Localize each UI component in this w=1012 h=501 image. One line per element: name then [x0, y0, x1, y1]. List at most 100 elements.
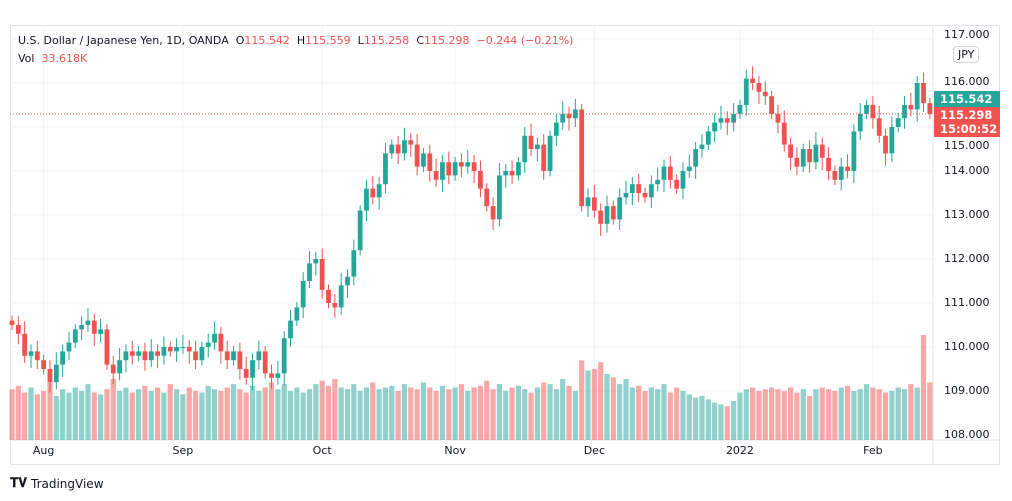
volume-bar	[275, 389, 281, 440]
price-tick-label: 114.000	[944, 164, 990, 177]
last-price-label: 115.298 15:00:52	[934, 107, 1000, 137]
candle-body	[313, 259, 319, 264]
candle-body	[9, 320, 15, 325]
candle-body	[364, 188, 369, 211]
candle-body	[47, 369, 53, 383]
candle-body	[471, 162, 477, 171]
volume-bar	[490, 389, 496, 440]
volume-bar	[598, 362, 604, 440]
candle-body	[408, 140, 414, 145]
candle-body	[427, 153, 433, 171]
volume-bar	[813, 389, 819, 440]
currency-button[interactable]: JPY	[953, 46, 980, 63]
volume-bar	[724, 406, 730, 440]
volume-bar	[117, 390, 123, 440]
volume-bar	[161, 392, 167, 440]
volume-bar	[750, 387, 756, 440]
candle-body	[781, 122, 787, 145]
candle-body	[351, 250, 357, 277]
volume-bar	[211, 389, 218, 440]
candle-body	[142, 351, 148, 361]
candle-body	[655, 179, 661, 185]
volume-bar	[167, 384, 173, 440]
close-label: C	[416, 34, 424, 47]
candle-body	[737, 105, 743, 114]
volume-bar	[661, 384, 667, 440]
candle-body	[895, 118, 901, 127]
candle-body	[275, 373, 281, 378]
candle-body	[750, 78, 756, 83]
volume-bar	[363, 387, 370, 440]
candle-body	[91, 320, 97, 334]
volume-bar	[585, 370, 591, 440]
volume-bar	[718, 404, 724, 440]
candle-body	[231, 351, 236, 361]
price-tick-label: 112.000	[944, 252, 990, 265]
volume-bar	[351, 384, 357, 440]
volume-bar	[66, 392, 72, 440]
symbol-title[interactable]: U.S. Dollar / Japanese Yen, 1D, OANDA	[18, 34, 229, 47]
candle-body	[522, 135, 528, 163]
volume-bar	[541, 382, 547, 440]
candle-body	[680, 171, 686, 189]
candle-body	[705, 131, 711, 145]
candle-body	[433, 171, 439, 180]
candle-body	[60, 351, 66, 365]
volume-bar	[680, 390, 686, 440]
candle-body	[85, 320, 91, 325]
candle-body	[731, 113, 737, 123]
high-label: H	[296, 34, 306, 47]
price-tick-label: 113.000	[944, 208, 990, 221]
candle-body	[826, 157, 831, 171]
volume-bar	[522, 389, 528, 440]
volume-bar	[34, 394, 40, 440]
candle-body	[579, 109, 585, 207]
volume-bar	[262, 387, 268, 440]
candle-body	[851, 131, 857, 171]
candle-body	[598, 210, 604, 224]
candle-body	[161, 347, 167, 356]
volume-bar	[857, 389, 863, 440]
volume-bar	[623, 379, 629, 440]
candle-body	[661, 166, 667, 180]
candle-body	[838, 166, 844, 180]
candle-body	[256, 351, 262, 361]
volume-bar	[395, 390, 401, 440]
candle-body	[604, 206, 610, 224]
candle-body	[629, 184, 635, 193]
volume-bar	[41, 390, 47, 440]
volume-bar	[439, 385, 446, 440]
volume-bar	[294, 387, 300, 440]
candle-body	[667, 166, 673, 180]
chart-frame[interactable]	[10, 25, 1000, 465]
candle-body	[326, 289, 331, 303]
tradingview-logo[interactable]: 𝐓𝐕 TradingView	[10, 476, 104, 491]
candle-body	[914, 83, 920, 110]
volume-bar	[338, 387, 344, 440]
volume-bar	[91, 392, 97, 440]
time-tick-label: Feb	[863, 444, 883, 457]
volume-bar	[281, 384, 287, 440]
candle-body	[123, 351, 129, 361]
candle-body	[769, 96, 774, 114]
candle-body	[636, 184, 642, 193]
candle-body	[41, 360, 47, 369]
candle-body	[566, 113, 572, 119]
volume-bar	[104, 389, 110, 440]
candle-body	[224, 351, 230, 361]
candle-body	[212, 333, 217, 343]
volume-bar	[218, 390, 224, 440]
volume-label[interactable]: Vol	[18, 52, 35, 65]
volume-bar	[53, 395, 59, 440]
volume-bar	[433, 390, 439, 440]
candle-body	[908, 105, 914, 110]
candle-body	[876, 118, 882, 136]
volume-bar	[794, 392, 800, 440]
volume-bar	[591, 368, 597, 440]
volume-bar	[446, 389, 452, 440]
candle-body	[243, 369, 249, 378]
candle-body	[794, 157, 800, 167]
volume-bar	[769, 387, 775, 440]
volume-bar	[863, 384, 870, 440]
